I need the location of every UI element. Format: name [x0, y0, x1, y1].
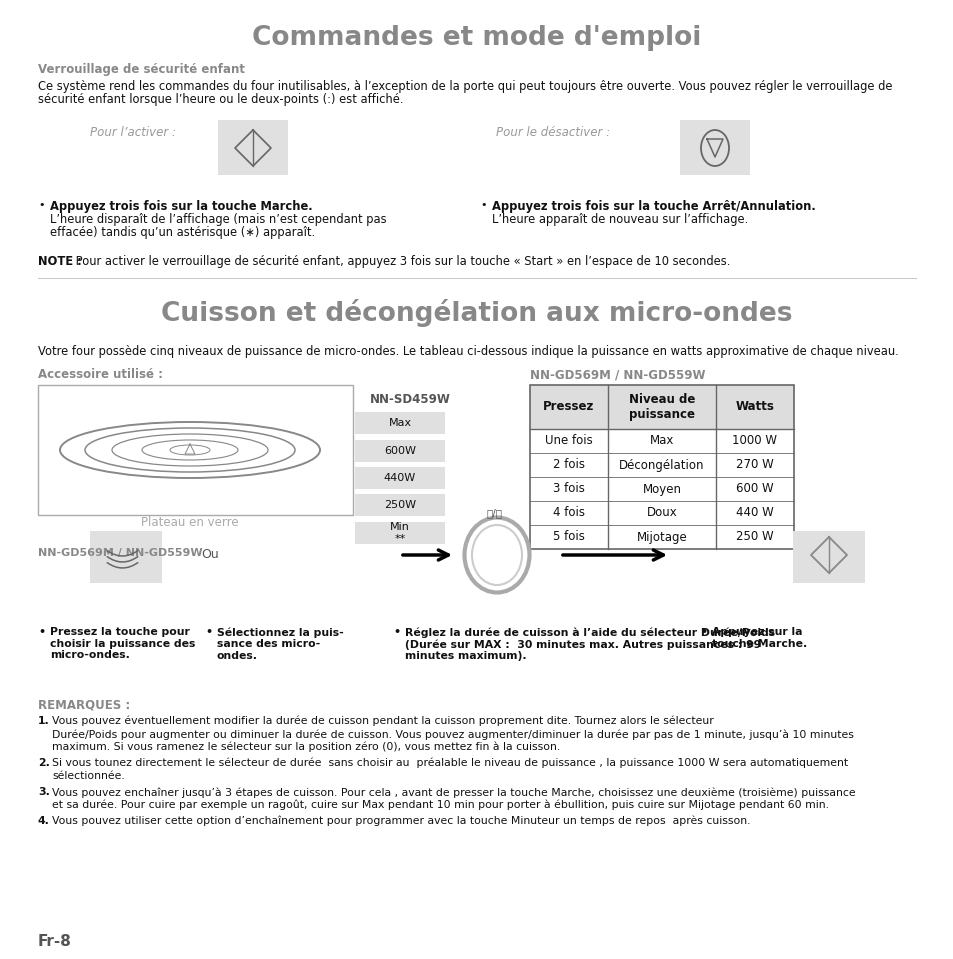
Text: Réglez la durée de cuisson à l’aide du sélecteur Durée/Poids
(Durée sur MAX :  3: Réglez la durée de cuisson à l’aide du s…	[405, 627, 774, 662]
Text: sécurité enfant lorsque l’heure ou le deux-points (:) est affiché.: sécurité enfant lorsque l’heure ou le de…	[38, 93, 403, 106]
Text: Doux: Doux	[646, 506, 677, 520]
Text: Cuisson et décongélation aux micro-ondes: Cuisson et décongélation aux micro-ondes	[161, 299, 792, 327]
Text: Pour activer le verrouillage de sécurité enfant, appuyez 3 fois sur la touche « : Pour activer le verrouillage de sécurité…	[71, 255, 730, 268]
Text: •: •	[38, 627, 45, 637]
Text: Plateau en verre: Plateau en verre	[141, 517, 238, 529]
Text: 1000 W: 1000 W	[732, 434, 777, 448]
Text: Vous pouvez utiliser cette option d’enchaînement pour programmer avec la touche : Vous pouvez utiliser cette option d’ench…	[52, 816, 750, 827]
FancyBboxPatch shape	[792, 531, 864, 583]
Text: 4 fois: 4 fois	[553, 506, 584, 520]
Text: •: •	[700, 627, 706, 637]
Text: effacée) tandis qu’un astérisque (∗) apparaît.: effacée) tandis qu’un astérisque (∗) app…	[50, 226, 314, 239]
Text: Décongélation: Décongélation	[618, 458, 704, 472]
FancyBboxPatch shape	[355, 412, 444, 434]
FancyBboxPatch shape	[355, 522, 444, 544]
Text: Pressez: Pressez	[543, 401, 594, 413]
FancyBboxPatch shape	[679, 120, 749, 175]
Text: Commandes et mode d'emploi: Commandes et mode d'emploi	[252, 25, 701, 51]
Text: Max: Max	[388, 418, 411, 428]
Text: L’heure disparaît de l’affichage (mais n’est cependant pas: L’heure disparaît de l’affichage (mais n…	[50, 213, 386, 226]
Text: 250 W: 250 W	[736, 530, 773, 544]
FancyBboxPatch shape	[218, 120, 288, 175]
Text: sélectionnée.: sélectionnée.	[52, 771, 125, 781]
Text: 3.: 3.	[38, 787, 50, 797]
Bar	[530, 385, 793, 549]
Text: Vous pouvez enchaîner jusqu’à 3 étapes de cuisson. Pour cela , avant de presser : Vous pouvez enchaîner jusqu’à 3 étapes d…	[52, 787, 855, 798]
Text: et sa durée. Pour cuire par exemple un ragoût, cuire sur Max pendant 10 min pour: et sa durée. Pour cuire par exemple un r…	[52, 800, 828, 810]
FancyBboxPatch shape	[38, 385, 353, 515]
Text: NOTE :: NOTE :	[38, 255, 82, 268]
Text: 5 fois: 5 fois	[553, 530, 584, 544]
Text: 600 W: 600 W	[736, 482, 773, 496]
Text: Ou: Ou	[201, 549, 218, 562]
Text: NN-SD459W: NN-SD459W	[370, 393, 451, 406]
FancyBboxPatch shape	[90, 531, 162, 583]
FancyBboxPatch shape	[355, 440, 444, 462]
Text: Max: Max	[649, 434, 674, 448]
Text: Pour l’activer :: Pour l’activer :	[90, 126, 175, 138]
Text: •: •	[205, 627, 212, 637]
Text: •: •	[393, 627, 399, 637]
Text: L’heure apparaît de nouveau sur l’affichage.: L’heure apparaît de nouveau sur l’affich…	[492, 213, 747, 226]
Text: Si vous tounez directement le sélecteur de durée  sans choisir au  préalable le : Si vous tounez directement le sélecteur …	[52, 758, 847, 768]
Text: •: •	[38, 200, 45, 210]
Text: REMARQUES :: REMARQUES :	[38, 698, 131, 711]
Text: 440 W: 440 W	[736, 506, 773, 520]
FancyBboxPatch shape	[530, 385, 793, 429]
Text: 1.: 1.	[38, 716, 50, 726]
FancyBboxPatch shape	[355, 467, 444, 489]
Text: Durée/Poids pour augmenter ou diminuer la durée de cuisson. Vous pouvez augmente: Durée/Poids pour augmenter ou diminuer l…	[52, 729, 853, 739]
Text: ⌚/🔒: ⌚/🔒	[486, 508, 502, 518]
Text: Mijotage: Mijotage	[636, 530, 687, 544]
Text: NN-GD569M / NN-GD559W: NN-GD569M / NN-GD559W	[530, 368, 705, 381]
Text: 440W: 440W	[383, 473, 416, 483]
Text: Niveau de
puissance: Niveau de puissance	[628, 393, 695, 421]
Text: 250W: 250W	[383, 500, 416, 510]
Text: 3 fois: 3 fois	[553, 482, 584, 496]
Text: 270 W: 270 W	[736, 458, 773, 472]
Text: Appuyez sur la
touche Marche.: Appuyez sur la touche Marche.	[711, 627, 806, 648]
Text: NN-GD569M / NN-GD559W: NN-GD569M / NN-GD559W	[38, 548, 202, 558]
Text: Watts: Watts	[735, 401, 774, 413]
Text: Vous pouvez éventuellement modifier la durée de cuisson pendant la cuisson propr: Vous pouvez éventuellement modifier la d…	[52, 716, 713, 727]
Text: Accessoire utilisé :: Accessoire utilisé :	[38, 368, 163, 381]
Text: 2 fois: 2 fois	[553, 458, 584, 472]
Text: Moyen: Moyen	[641, 482, 680, 496]
Text: •: •	[479, 200, 486, 210]
Text: Pressez la touche pour
choisir la puissance des
micro-ondes.: Pressez la touche pour choisir la puissa…	[50, 627, 195, 660]
FancyBboxPatch shape	[355, 494, 444, 516]
Text: Votre four possède cinq niveaux de puissance de micro-ondes. Le tableau ci-desso: Votre four possède cinq niveaux de puiss…	[38, 345, 898, 358]
Text: Appuyez trois fois sur la touche Arrêt/Annulation.: Appuyez trois fois sur la touche Arrêt/A…	[492, 200, 815, 213]
Text: 4.: 4.	[38, 816, 50, 826]
Text: Min
**: Min **	[390, 523, 410, 544]
Text: Une fois: Une fois	[544, 434, 592, 448]
Text: Pour le désactiver :: Pour le désactiver :	[496, 126, 610, 138]
Text: 2.: 2.	[38, 758, 50, 768]
Text: Fr-8: Fr-8	[38, 934, 71, 949]
Text: Sélectionnez la puis-
sance des micro-
ondes.: Sélectionnez la puis- sance des micro- o…	[216, 627, 343, 661]
Text: maximum. Si vous ramenez le sélecteur sur la position zéro (0), vous mettez fin : maximum. Si vous ramenez le sélecteur su…	[52, 742, 559, 753]
Text: Ce système rend les commandes du four inutilisables, à l’exception de la porte q: Ce système rend les commandes du four in…	[38, 80, 892, 93]
Text: 600W: 600W	[384, 446, 416, 456]
Text: Verrouillage de sécurité enfant: Verrouillage de sécurité enfant	[38, 63, 245, 76]
Text: Appuyez trois fois sur la touche Marche.: Appuyez trois fois sur la touche Marche.	[50, 200, 313, 213]
